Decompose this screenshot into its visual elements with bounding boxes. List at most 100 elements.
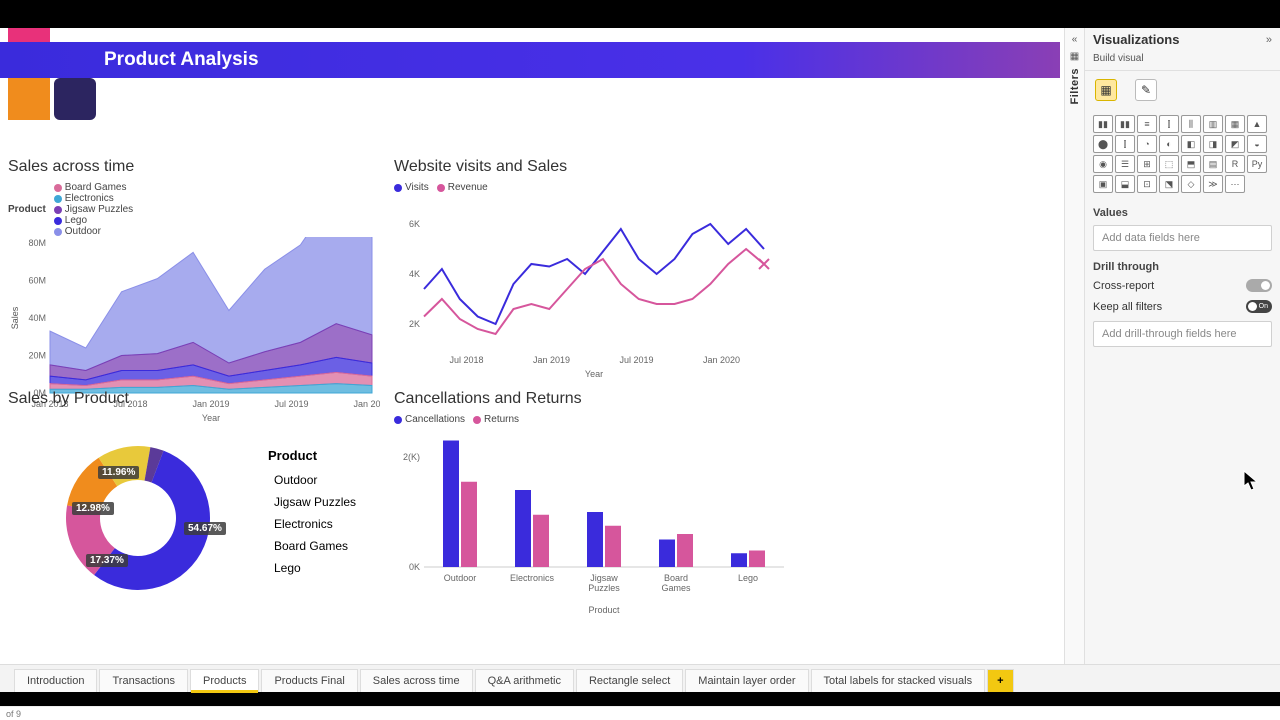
chart-legend: Visits Revenue: [394, 182, 774, 193]
visualizations-pane: Visualizations » Build visual ▦ ✎ ▮▮▮▮≡⫿…: [1084, 28, 1280, 664]
viz-type-icon[interactable]: ◉: [1093, 155, 1113, 173]
page-tab[interactable]: Products: [190, 669, 259, 692]
viz-type-icon[interactable]: Py: [1247, 155, 1267, 173]
viz-type-icon[interactable]: ▮▮: [1115, 115, 1135, 133]
visual-type-grid: ▮▮▮▮≡⫿⫼▥▦▲⬤⫿◔◐◧◨◩◒◉☰⊞⬚⬒▤RPy▣⬓⊡⬔◇≫⋯: [1085, 111, 1280, 201]
svg-text:Sales: Sales: [10, 306, 20, 329]
page-tab[interactable]: Transactions: [99, 669, 188, 692]
viz-type-icon[interactable]: ⬤: [1093, 135, 1113, 153]
svg-text:Electronics: Electronics: [510, 573, 555, 583]
viz-type-icon[interactable]: ◒: [1247, 135, 1267, 153]
page-tab[interactable]: Sales across time: [360, 669, 473, 692]
chart-cancellations-returns[interactable]: Cancellations and Returns Cancellations …: [394, 390, 794, 626]
svg-text:Product: Product: [588, 605, 620, 615]
drillthrough-dropzone[interactable]: Add drill-through fields here: [1093, 321, 1272, 347]
status-bar: of 9: [0, 706, 1280, 720]
svg-text:60M: 60M: [28, 276, 46, 286]
report-canvas: Product Analysis Sales across time Produ…: [0, 28, 1064, 664]
build-visual-tab-icon[interactable]: ▦: [1095, 79, 1117, 101]
viz-type-icon[interactable]: ≫: [1203, 175, 1223, 193]
viz-type-icon[interactable]: ⫼: [1181, 115, 1201, 133]
page-tab[interactable]: Q&A arithmetic: [475, 669, 574, 692]
chart-visits-sales[interactable]: Website visits and Sales Visits Revenue …: [394, 158, 774, 390]
viz-type-icon[interactable]: ≡: [1137, 115, 1157, 133]
svg-text:Jan 2019: Jan 2019: [533, 355, 570, 365]
viz-subtitle: Build visual: [1085, 51, 1280, 71]
page-tab[interactable]: Rectangle select: [576, 669, 683, 692]
viz-type-icon[interactable]: ▥: [1203, 115, 1223, 133]
viz-pane-title: Visualizations: [1093, 32, 1179, 47]
viz-type-icon[interactable]: ◐: [1159, 135, 1179, 153]
viz-type-icon[interactable]: ◨: [1203, 135, 1223, 153]
svg-text:20M: 20M: [28, 351, 46, 361]
viz-type-icon[interactable]: ▦: [1225, 115, 1245, 133]
viz-type-icon[interactable]: ◇: [1181, 175, 1201, 193]
svg-text:Jan 2020: Jan 2020: [703, 355, 740, 365]
chart-title: Website visits and Sales: [394, 158, 774, 176]
logo-square-3: [8, 78, 50, 120]
viz-type-icon[interactable]: ⫿: [1159, 115, 1179, 133]
add-page-tab[interactable]: +: [987, 669, 1013, 692]
viz-type-icon[interactable]: ▣: [1093, 175, 1113, 193]
svg-text:Outdoor: Outdoor: [444, 573, 477, 583]
chart-legend: Cancellations Returns: [394, 414, 794, 425]
viz-type-icon[interactable]: ⬓: [1115, 175, 1135, 193]
viz-type-icon[interactable]: ⋯: [1225, 175, 1245, 193]
filters-icon: ▦: [1065, 51, 1084, 62]
viz-type-icon[interactable]: ◩: [1225, 135, 1245, 153]
filters-pane-collapsed[interactable]: « ▦ Filters: [1064, 28, 1084, 664]
collapse-viz-icon[interactable]: »: [1266, 34, 1272, 46]
viz-type-icon[interactable]: ⬚: [1159, 155, 1179, 173]
svg-text:Jul 2019: Jul 2019: [619, 355, 653, 365]
svg-text:Jigsaw: Jigsaw: [590, 573, 618, 583]
page-tab[interactable]: Products Final: [261, 669, 357, 692]
chart-title: Sales across time: [8, 158, 380, 176]
viz-type-icon[interactable]: ⊡: [1137, 175, 1157, 193]
viz-type-icon[interactable]: ◔: [1137, 135, 1157, 153]
chart-sales-across-time[interactable]: Sales across time Product Board Games El…: [8, 158, 380, 390]
svg-text:80M: 80M: [28, 238, 46, 248]
format-visual-tab-icon[interactable]: ✎: [1135, 79, 1157, 101]
chart-sales-by-product[interactable]: Sales by Product 54.67%17.37%12.98%11.96…: [8, 390, 380, 626]
svg-text:Lego: Lego: [738, 573, 758, 583]
cross-report-toggle[interactable]: [1246, 279, 1272, 292]
chart-title: Sales by Product: [8, 390, 380, 408]
page-tab[interactable]: Maintain layer order: [685, 669, 808, 692]
keep-filters-toggle[interactable]: [1246, 300, 1272, 313]
values-dropzone[interactable]: Add data fields here: [1093, 225, 1272, 251]
viz-type-icon[interactable]: ⬒: [1181, 155, 1201, 173]
svg-text:6K: 6K: [409, 219, 420, 229]
viz-type-icon[interactable]: ⬔: [1159, 175, 1179, 193]
svg-text:Games: Games: [661, 583, 691, 593]
svg-text:Board: Board: [664, 573, 688, 583]
viz-type-icon[interactable]: ⫿: [1115, 135, 1135, 153]
viz-type-icon[interactable]: ▤: [1203, 155, 1223, 173]
keep-filters-label: Keep all filters: [1093, 301, 1162, 313]
values-section-label: Values: [1085, 201, 1280, 221]
donut-plot: [8, 414, 238, 614]
page-tabs: IntroductionTransactionsProductsProducts…: [0, 664, 1280, 692]
svg-text:2(K): 2(K): [403, 452, 420, 462]
page-indicator: of 9: [6, 709, 21, 719]
viz-type-icon[interactable]: ▮▮: [1093, 115, 1113, 133]
svg-text:Puzzles: Puzzles: [588, 583, 620, 593]
logo-square-4: [54, 78, 96, 120]
svg-text:40M: 40M: [28, 313, 46, 323]
viz-type-icon[interactable]: ☰: [1115, 155, 1135, 173]
viz-type-icon[interactable]: ▲: [1247, 115, 1267, 133]
line-plot: 2K4K6KJul 2018Jan 2019Jul 2019Jan 2020Ye…: [394, 193, 774, 383]
page-title: Product Analysis: [104, 49, 259, 71]
page-tab[interactable]: Total labels for stacked visuals: [811, 669, 986, 692]
page-tab[interactable]: Introduction: [14, 669, 97, 692]
viz-type-icon[interactable]: ⊞: [1137, 155, 1157, 173]
viz-type-icon[interactable]: R: [1225, 155, 1245, 173]
chart-title: Cancellations and Returns: [394, 390, 794, 408]
svg-text:0K: 0K: [409, 562, 420, 572]
filters-label: Filters: [1069, 68, 1081, 105]
drillthrough-section-label: Drill through: [1085, 255, 1280, 275]
donut-legend: Product OutdoorJigsaw PuzzlesElectronics…: [268, 448, 356, 579]
cross-report-label: Cross-report: [1093, 280, 1154, 292]
viz-type-icon[interactable]: ◧: [1181, 135, 1201, 153]
chart-legend: Product Board Games Electronics Jigsaw P…: [8, 182, 380, 237]
expand-filters-icon[interactable]: «: [1065, 34, 1084, 45]
